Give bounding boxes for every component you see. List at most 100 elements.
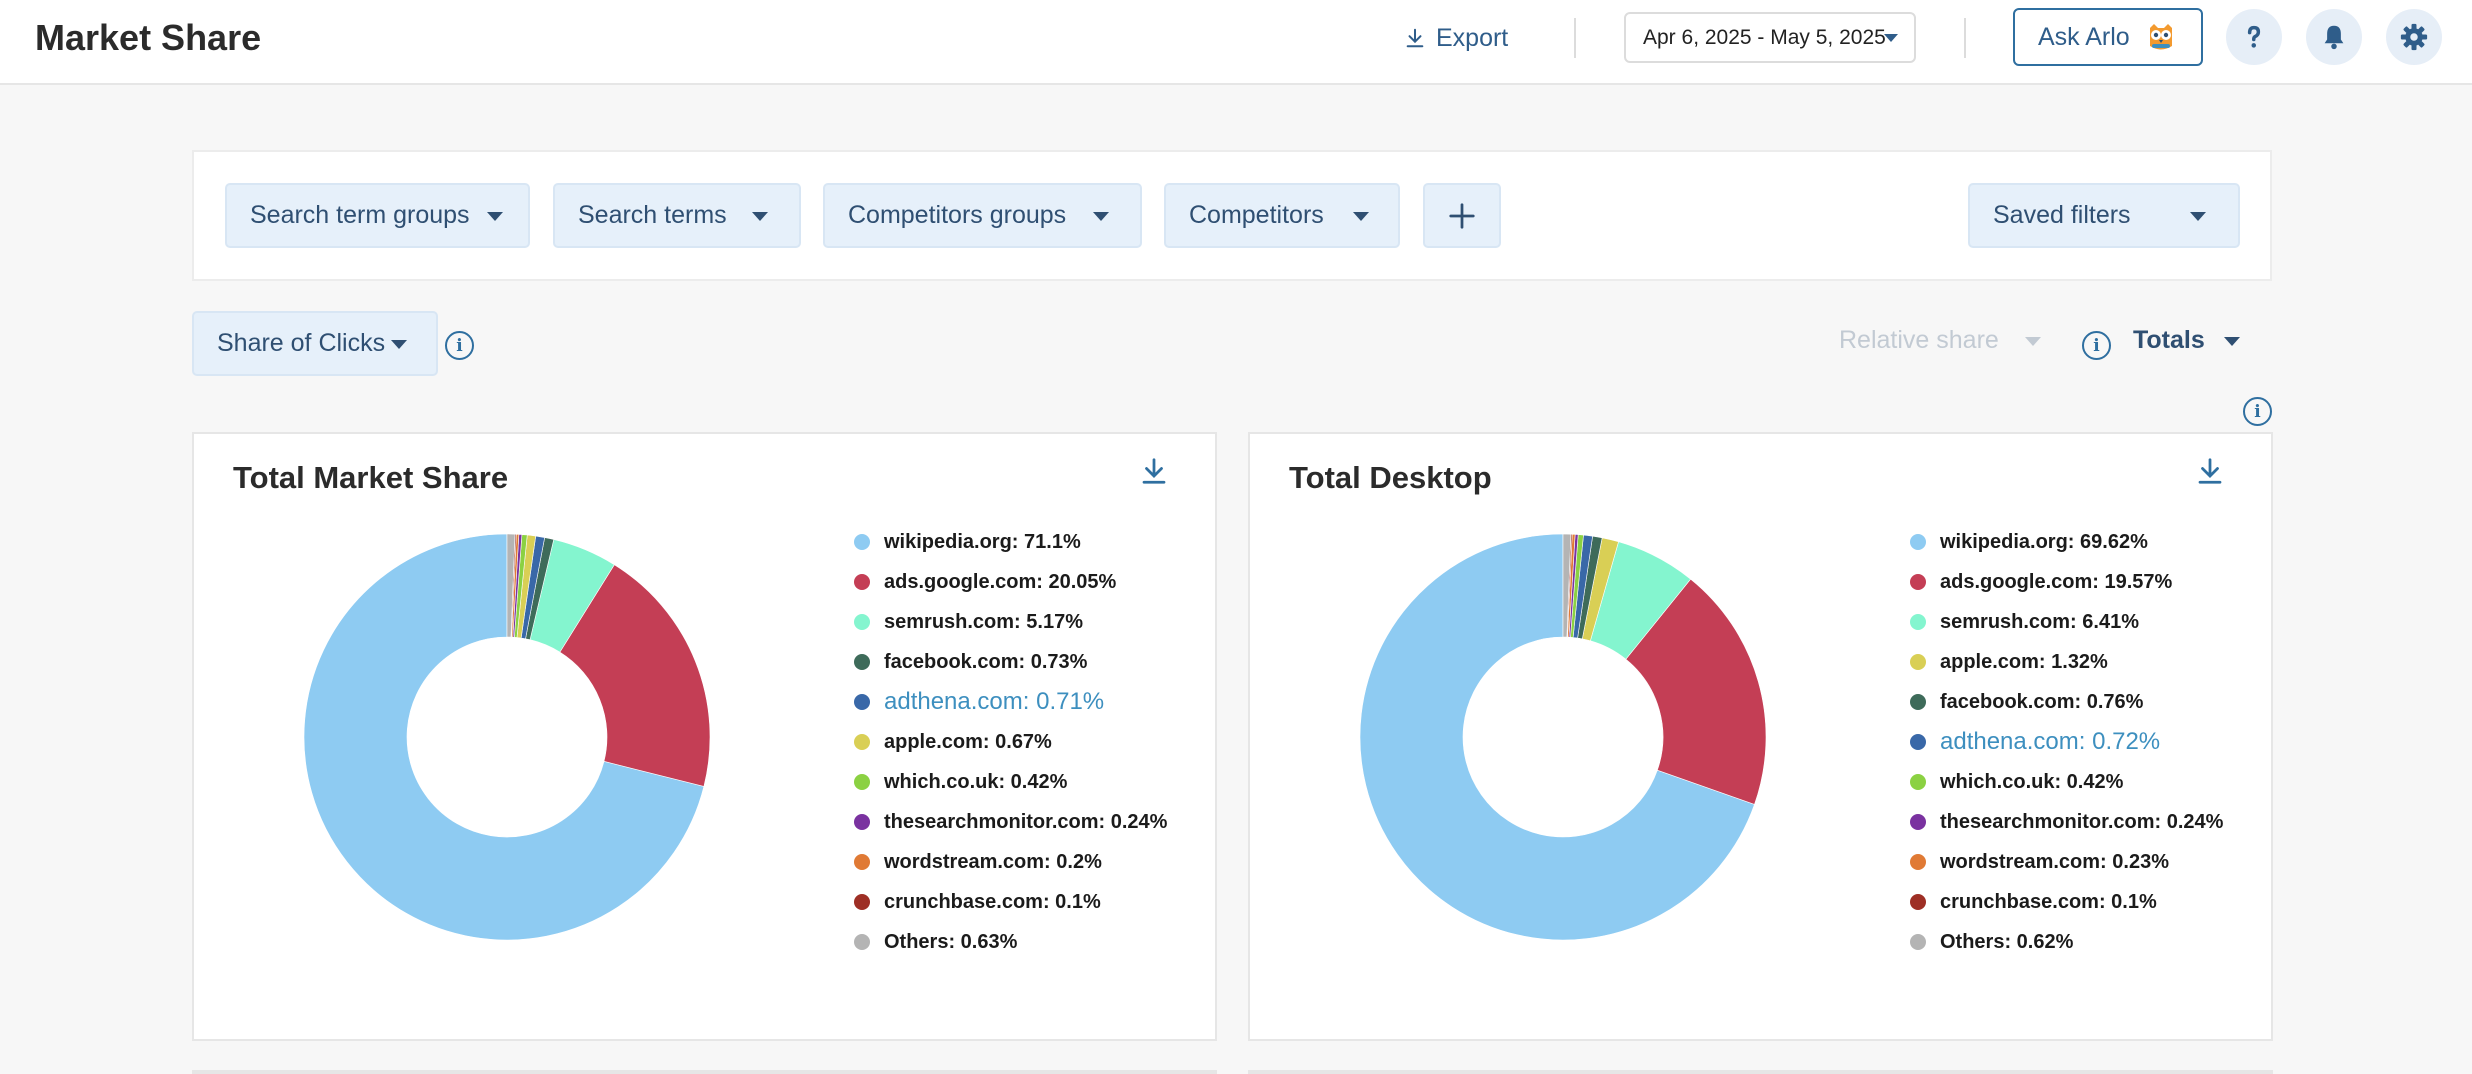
legend-item[interactable]: crunchbase.com: 0.1%: [854, 882, 1167, 922]
legend-item[interactable]: ads.google.com: 19.57%: [1910, 562, 2223, 602]
legend-dot: [1910, 574, 1926, 590]
legend-item[interactable]: semrush.com: 6.41%: [1910, 602, 2223, 642]
help-button[interactable]: [2226, 9, 2282, 65]
caret-down-icon: [487, 212, 503, 221]
chart-title: Total Market Share: [233, 460, 509, 495]
bell-icon: [2324, 25, 2344, 50]
caret-down-icon: [391, 340, 407, 349]
info-icon[interactable]: i: [2243, 397, 2272, 426]
competitors-dropdown[interactable]: Competitors: [1164, 183, 1400, 248]
donut-slice[interactable]: [1625, 578, 1766, 805]
totals-dropdown[interactable]: Totals: [2133, 326, 2240, 355]
legend-label: crunchbase.com: 0.1%: [884, 890, 1101, 913]
legend-item[interactable]: wordstream.com: 0.23%: [1910, 842, 2223, 882]
legend-label: wordstream.com: 0.2%: [884, 850, 1102, 873]
legend-dot: [854, 774, 870, 790]
legend-item[interactable]: Others: 0.63%: [854, 922, 1167, 962]
date-range-value: Apr 6, 2025 - May 5, 2025: [1643, 25, 1886, 49]
caret-down-icon: [1353, 212, 1369, 221]
legend-item[interactable]: crunchbase.com: 0.1%: [1910, 882, 2223, 922]
legend-item[interactable]: which.co.uk: 0.42%: [1910, 762, 2223, 802]
settings-button[interactable]: [2386, 9, 2442, 65]
donut-slice[interactable]: [1562, 534, 1572, 638]
legend-item[interactable]: wordstream.com: 0.2%: [854, 842, 1167, 882]
info-icon[interactable]: i: [445, 331, 474, 360]
legend-dot: [854, 894, 870, 910]
legend-label: wikipedia.org: 69.62%: [1940, 530, 2148, 553]
legend-item[interactable]: thesearchmonitor.com: 0.24%: [1910, 802, 2223, 842]
totals-label: Totals: [2133, 326, 2205, 354]
caret-down-icon: [2224, 337, 2240, 346]
legend-item[interactable]: semrush.com: 5.17%: [854, 602, 1167, 642]
metric-dropdown[interactable]: Share of Clicks: [192, 311, 438, 376]
legend-dot: [854, 734, 870, 750]
legend-item[interactable]: adthena.com: 0.72%: [1910, 722, 2223, 762]
legend-item[interactable]: Others: 0.62%: [1910, 922, 2223, 962]
legend-item[interactable]: wikipedia.org: 69.62%: [1910, 522, 2223, 562]
legend-label: which.co.uk: 0.42%: [884, 770, 1068, 793]
notifications-button[interactable]: [2306, 9, 2362, 65]
donut-slice[interactable]: [559, 564, 710, 787]
legend-dot: [854, 614, 870, 630]
legend-label: adthena.com: 0.71%: [884, 688, 1105, 715]
gear-icon: [2400, 23, 2428, 51]
caret-down-icon: [752, 212, 768, 221]
legend-dot: [1910, 654, 1926, 670]
ask-arlo-button[interactable]: Ask Arlo: [2013, 8, 2203, 66]
donut-chart: [304, 534, 710, 940]
legend-label: semrush.com: 5.17%: [884, 610, 1083, 633]
competitors-groups-dropdown[interactable]: Competitors groups: [823, 183, 1142, 248]
legend-item[interactable]: facebook.com: 0.73%: [854, 642, 1167, 682]
legend-label: wikipedia.org: 71.1%: [884, 530, 1081, 553]
legend-dot: [1910, 734, 1926, 750]
saved-filters-dropdown[interactable]: Saved filters: [1968, 183, 2240, 248]
legend-label: Others: 0.62%: [1940, 930, 2074, 953]
ask-arlo-label: Ask Arlo: [2038, 22, 2130, 51]
legend-item[interactable]: facebook.com: 0.76%: [1910, 682, 2223, 722]
donut-slice[interactable]: [506, 534, 516, 638]
metric-label: Share of Clicks: [217, 329, 386, 357]
legend-label: ads.google.com: 19.57%: [1940, 570, 2173, 593]
legend-dot: [1910, 814, 1926, 830]
legend-item[interactable]: which.co.uk: 0.42%: [854, 762, 1167, 802]
donut-slice[interactable]: [1360, 534, 1755, 940]
legend-label: crunchbase.com: 0.1%: [1940, 890, 2157, 913]
download-icon: [1406, 28, 1424, 48]
add-filter-button[interactable]: [1423, 183, 1501, 248]
dropdown-label: Competitors: [1189, 201, 1324, 229]
legend-item[interactable]: apple.com: 1.32%: [1910, 642, 2223, 682]
legend-label: apple.com: 0.67%: [884, 730, 1052, 753]
donut-slice[interactable]: [304, 534, 705, 940]
question-mark-icon: [2247, 25, 2261, 48]
legend-dot: [854, 814, 870, 830]
legend-dot: [1910, 894, 1926, 910]
dropdown-label: Saved filters: [1993, 201, 2131, 229]
legend-item[interactable]: wikipedia.org: 71.1%: [854, 522, 1167, 562]
legend-label: wordstream.com: 0.23%: [1940, 850, 2169, 873]
filter-panel: Search term groups Search terms Competit…: [192, 150, 2272, 281]
chart-card-total-desktop: Total Desktop wikipedia.org: 69.62% ads.g…: [1248, 432, 2273, 1041]
dropdown-label: Search terms: [578, 201, 727, 229]
export-label: Export: [1436, 23, 1509, 52]
plus-icon: [1449, 202, 1475, 229]
download-icon[interactable]: [1139, 456, 1169, 486]
legend-item[interactable]: ads.google.com: 20.05%: [854, 562, 1167, 602]
info-icon[interactable]: i: [2082, 331, 2111, 360]
search-term-groups-dropdown[interactable]: Search term groups: [225, 183, 530, 248]
next-card-edge: [1248, 1070, 2273, 1074]
relative-share-dropdown: Relative share: [1839, 326, 2041, 355]
legend-item[interactable]: thesearchmonitor.com: 0.24%: [854, 802, 1167, 842]
legend-item[interactable]: apple.com: 0.67%: [854, 722, 1167, 762]
page-title: Market Share: [35, 17, 262, 58]
legend-dot: [1910, 934, 1926, 950]
legend-item[interactable]: adthena.com: 0.71%: [854, 682, 1167, 722]
export-button[interactable]: Export: [1404, 18, 1508, 58]
legend-label: facebook.com: 0.76%: [1940, 690, 2144, 713]
download-icon[interactable]: [2195, 456, 2225, 486]
legend-label: facebook.com: 0.73%: [884, 650, 1088, 673]
date-range-picker[interactable]: Apr 6, 2025 - May 5, 2025: [1624, 12, 1916, 63]
search-terms-dropdown[interactable]: Search terms: [553, 183, 801, 248]
chevron-down-icon: [1884, 34, 1898, 42]
legend-dot: [1910, 854, 1926, 870]
legend-label: thesearchmonitor.com: 0.24%: [1940, 810, 2224, 833]
